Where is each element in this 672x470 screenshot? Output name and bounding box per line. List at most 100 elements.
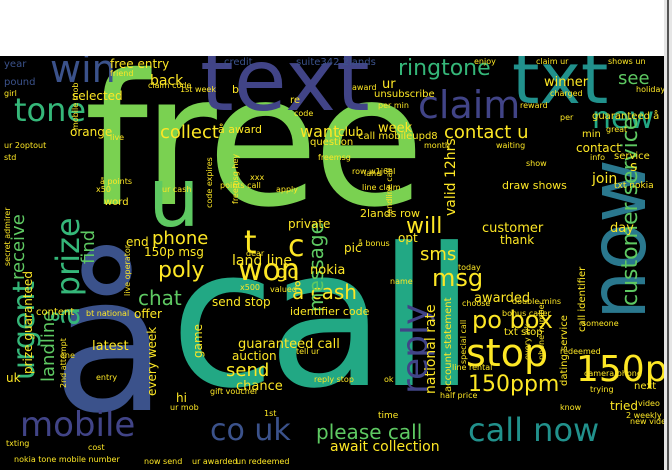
word-guaranteed-call: guaranteed call <box>238 337 340 352</box>
word-year: year <box>4 59 27 70</box>
word-stop: stop <box>466 331 549 375</box>
word-text: text <box>200 56 370 131</box>
word-line-claim: line claim <box>362 183 401 192</box>
word-award: award <box>352 83 377 92</box>
word-choose: choose <box>462 299 491 308</box>
word-landline-vertical: landline <box>38 310 59 382</box>
word-customer-service-vertical: customer service <box>618 116 643 306</box>
word-thank: thank <box>500 233 535 247</box>
word-valued: valued <box>270 285 297 294</box>
word-enjoy: enjoy <box>474 57 496 66</box>
word-new-video: new video <box>630 417 664 426</box>
word-one: one <box>60 351 75 360</box>
word-s: s <box>630 159 638 175</box>
word-txt-nokia: txt nokia <box>614 181 654 191</box>
word-ur-cash: ur cash <box>162 185 192 194</box>
word-winner: winner <box>544 75 589 90</box>
word-contact-u: contact u <box>444 122 529 143</box>
word-reward: reward <box>520 101 548 110</box>
word-free-entry: free entry <box>110 57 170 71</box>
word-txting: txting <box>6 439 30 448</box>
word-ok: ok <box>384 375 394 384</box>
word-gift-voucher: gift voucher <box>210 387 259 396</box>
word-send: send <box>226 360 270 381</box>
word-every-wk-vertical: every wk <box>523 323 532 360</box>
word-free: free <box>84 56 425 247</box>
word-apply: apply <box>276 185 299 194</box>
word-nokia: nokia <box>310 263 346 278</box>
word-redeemed: redeemed <box>560 347 601 356</box>
word-phone: phone <box>152 228 209 249</box>
word-freemsg: freemsg <box>318 153 351 162</box>
word-video: video <box>638 399 660 408</box>
word-150ppm: 150ppm <box>468 372 560 397</box>
word-x50: x50 <box>96 185 111 194</box>
word-opt: opt <box>398 231 418 245</box>
word-cloud: free å call text txt now u win tone ring… <box>0 56 664 470</box>
word-suite342: suite342 2lands <box>296 57 376 68</box>
word-2nd-attempt-vertical: 2nd attempt <box>59 338 68 388</box>
word-code-expires-vertical: code expires <box>205 157 214 208</box>
word-prize-guaranteed-vertical: prize guaranteed <box>21 271 35 374</box>
word-join: join <box>592 171 618 187</box>
word-await-collection: await collection <box>330 439 440 455</box>
word-claim-ur: claim ur <box>536 57 569 66</box>
word-a-award: å award <box>218 123 263 136</box>
word-girl: girl <box>4 89 17 98</box>
word-per: per <box>560 113 574 122</box>
word-info: info <box>590 153 606 162</box>
word-show: show <box>526 159 547 168</box>
word-tone: tone <box>14 91 87 129</box>
word-auction: auction <box>232 349 277 363</box>
word-unsubscribe: unsubscribe <box>374 89 435 100</box>
word-points-call: points call <box>220 181 261 190</box>
word-want: want <box>300 122 340 141</box>
word-new: new <box>592 101 655 136</box>
word-special-call-vertical: special call <box>459 319 468 364</box>
word-cost: cost <box>88 443 105 452</box>
word-see: see <box>618 68 650 89</box>
word-secret-admirer-vertical: secret admirer <box>3 207 12 266</box>
word-ringtone: ringtone <box>398 56 491 81</box>
word-contact: contact <box>576 141 621 155</box>
word-poly: poly <box>158 258 205 283</box>
word-waiting: waiting <box>496 141 526 150</box>
word-cash: å cash <box>292 280 357 304</box>
word-entry: entry <box>96 373 118 382</box>
word-uk: uk <box>6 371 21 385</box>
word-po-box: po box <box>472 306 553 334</box>
word-hi: hi <box>176 391 187 405</box>
word-identifier-code: identifier code <box>290 305 370 318</box>
word-next: next <box>634 381 657 392</box>
word-land-line: land line <box>232 253 292 269</box>
word-know: know <box>560 403 582 412</box>
word-orange: orange <box>70 125 113 139</box>
word-draw-shows: draw shows <box>502 179 567 192</box>
word-every-week-vertical: every week <box>145 326 159 396</box>
word-code: code <box>294 109 314 118</box>
word-please-call: please call <box>316 420 423 444</box>
word-150p-msg: 150p msg <box>144 245 204 259</box>
word-bt-national: bt national <box>86 309 130 318</box>
word-b: b <box>232 83 239 96</box>
word-day: day <box>610 221 634 236</box>
word-time: time <box>378 411 399 421</box>
word-will: will <box>406 214 443 239</box>
word-content: content <box>36 307 75 318</box>
word-half-price: half price <box>440 391 478 400</box>
word-min: min <box>582 129 601 140</box>
word-dear: dear <box>246 249 265 258</box>
word-great: great <box>606 125 628 134</box>
word-ur-mob: ur mob <box>170 403 199 412</box>
word-per-min: per min <box>378 101 409 110</box>
word-live-operator-vertical: live operator <box>123 244 132 296</box>
word-ur-2optout: ur 2optout <box>4 141 47 150</box>
word-national-rate-vertical: national rate <box>423 304 439 394</box>
word-collect: collect <box>160 122 219 143</box>
word-pound: pound <box>4 77 36 88</box>
word-now-send: now send <box>144 457 183 466</box>
word-150p: 150p <box>576 349 664 390</box>
word-row-w1j6hl: row w1j6hl <box>352 167 396 176</box>
word-name: name <box>390 277 413 286</box>
word-back: back <box>150 73 184 89</box>
